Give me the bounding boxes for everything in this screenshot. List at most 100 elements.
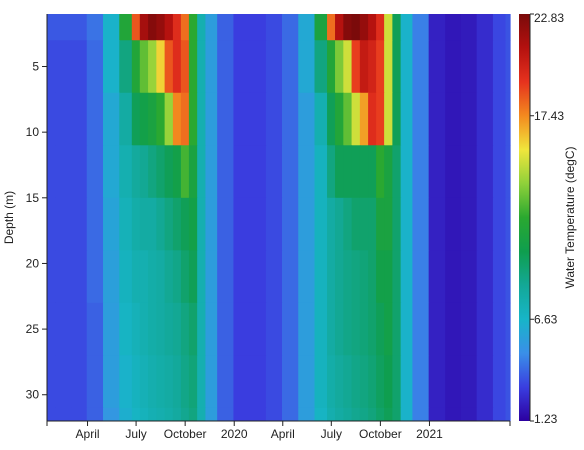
heatmap-cell [55,92,72,146]
heatmap-cell [148,197,157,251]
heatmap-cell [233,40,251,94]
heatmap-cell [217,407,235,422]
heatmap-cell [188,250,198,304]
heatmap-cell [368,92,377,146]
heatmap-cell [217,355,235,409]
heatmap-cell [505,14,511,41]
heatmap-cell [314,14,328,41]
heatmap-cell [460,250,478,304]
heatmap-cell [205,407,218,422]
heatmap-cell [281,250,299,304]
heatmap-cell [376,40,385,94]
heatmap-cell [205,14,218,41]
heatmap-cell [139,407,149,422]
heatmap-cell [205,145,218,199]
heatmap-cell [376,197,385,251]
heatmap-cell [103,197,120,251]
heatmap-cell [384,302,393,356]
heatmap-cell [400,197,413,251]
heatmap-cell [71,145,88,199]
heatmap-cell [156,197,166,251]
heatmap-cell [233,302,251,356]
heatmap-cell [164,14,174,41]
heatmap-cell [139,40,149,94]
heatmap-cell [172,145,182,199]
heatmap-cell [197,145,207,199]
heatmap-cell [335,250,344,304]
heatmap-cell [335,14,344,41]
heatmap-cell [351,250,361,304]
heatmap-cell [249,302,267,356]
heatmap-cell [47,407,56,422]
heatmap-cell [343,14,353,41]
heatmap-cell [217,145,235,199]
heatmap-cell [249,40,267,94]
heatmap-cell [298,407,316,422]
heatmap-cell [460,302,478,356]
heatmap-cell [131,302,141,356]
heatmap-cell [180,40,190,94]
heatmap-cell [180,14,190,41]
heatmap-cell [412,407,430,422]
heatmap-cell [476,355,494,409]
heatmap-cell [445,197,462,251]
heatmap-cell [492,197,507,251]
heatmap-cell [460,197,478,251]
heatmap-cell [148,355,157,409]
heatmap-cell [156,14,166,41]
heatmap-cell [265,302,283,356]
y-tick-label: 15 [26,191,40,205]
heatmap-cell [131,407,141,422]
y-tick-label: 10 [26,125,40,139]
heatmap-cell [412,355,430,409]
heatmap-cell [359,197,369,251]
heatmap-cell [428,197,446,251]
heatmap-cell [180,355,190,409]
x-tick-label: October [164,427,207,441]
heatmap-cell [217,250,235,304]
heatmap-cell [428,40,446,94]
heatmap-cell [392,250,402,304]
heatmap-cell [86,302,104,356]
heatmap-cell [392,302,402,356]
heatmap-cell [314,355,328,409]
heatmap-cell [298,197,316,251]
heatmap-cell [335,407,344,422]
heatmap-cell [139,302,149,356]
heatmap-cell [384,197,393,251]
heatmap-cell [180,407,190,422]
heatmap-cell [412,92,430,146]
heatmap-cell [265,14,283,41]
heatmap-cell [47,14,56,41]
heatmap-cell [368,145,377,199]
heatmap-cell [392,197,402,251]
heatmap-cell [217,14,235,41]
heatmap-cell [103,145,120,199]
heatmap-cell [265,250,283,304]
heatmap-cell [249,250,267,304]
heatmap-cell [103,40,120,94]
heatmap-cell [156,250,166,304]
heatmap-cell [384,40,393,94]
heatmap-cell [368,40,377,94]
x-tick-label: April [76,427,100,441]
heatmap-cell [476,145,494,199]
heatmap-cell [460,92,478,146]
heatmap-cell [86,407,104,422]
heatmap-cell [492,302,507,356]
heatmap-cell [131,197,141,251]
heatmap-cell [205,302,218,356]
heatmap-cell [119,197,133,251]
heatmap-cell [197,197,207,251]
heatmap-cell [205,355,218,409]
heatmap-cell [164,197,174,251]
heatmap-cell [335,40,344,94]
heatmap-cell [47,355,56,409]
heatmap-cell [233,14,251,41]
heatmap-cell [172,92,182,146]
heatmap-cell [103,407,120,422]
heatmap-cell [197,407,207,422]
colorbar-tick-label: 22.83 [534,11,564,25]
heatmap-cell [188,14,198,41]
heatmap-cell [180,92,190,146]
